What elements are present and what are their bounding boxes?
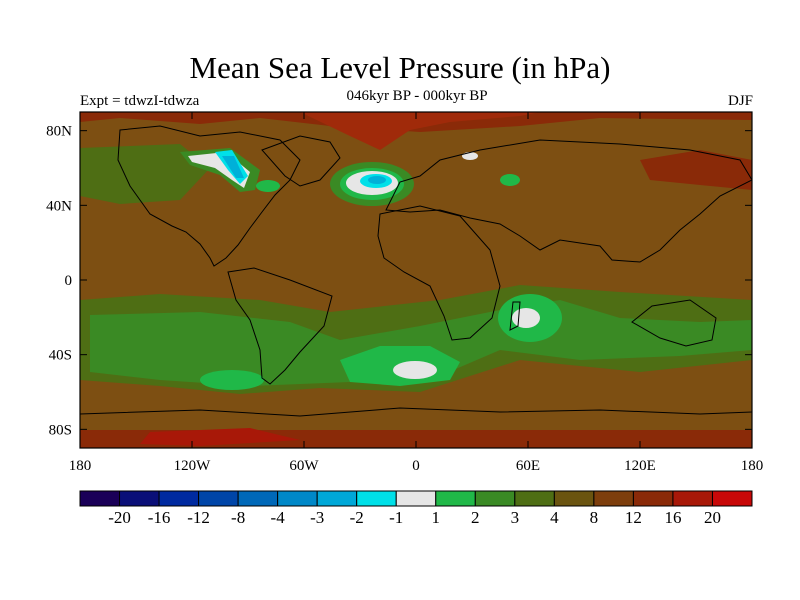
lon-tick-label: 0 — [412, 458, 420, 474]
season-label: DJF — [727, 93, 753, 109]
colorbar-label: -12 — [187, 508, 210, 527]
colorbar-label: -4 — [271, 508, 286, 527]
coastlines — [80, 125, 752, 417]
lat-tick-label: 40S — [49, 348, 72, 364]
colorbar-box — [237, 490, 279, 507]
south-pacific-low — [200, 370, 264, 390]
colorbar-box — [158, 490, 200, 507]
antarctica-coast — [80, 407, 752, 417]
colorbar-label: -2 — [350, 508, 364, 527]
lon-tick-label: 180 — [741, 458, 764, 474]
eurasia-coast — [385, 139, 752, 263]
colorbar-box — [79, 490, 121, 507]
colorbar-box — [356, 490, 397, 507]
colorbar-label: -3 — [310, 508, 324, 527]
south-atlantic-low — [393, 361, 437, 379]
colorbar-box — [514, 490, 555, 507]
colorbar-label: 3 — [511, 508, 520, 527]
colorbar-label: 20 — [704, 508, 721, 527]
north-atlantic-low-centre — [368, 176, 386, 184]
colorbar-box — [632, 490, 674, 507]
lat-tick-label: 0 — [65, 273, 73, 289]
antarctic-high — [140, 428, 300, 446]
colorbar-box — [435, 490, 476, 507]
lon-tick-label: 60E — [516, 458, 540, 474]
colorbar-box — [277, 490, 318, 507]
australia-coast — [631, 299, 717, 347]
colorbar-label: -20 — [108, 508, 131, 527]
lat-tick-label: 80N — [46, 124, 72, 140]
north-pacific-band — [80, 144, 210, 204]
arctic-high — [300, 112, 540, 150]
colorbar-label: 16 — [664, 508, 681, 527]
colorbar-label: -16 — [148, 508, 171, 527]
madagascar-coast — [509, 301, 521, 331]
latitude-axis: 80N 40N 0 40S 80S — [46, 124, 752, 438]
pressure-field — [80, 112, 752, 448]
colorbar-box — [711, 490, 753, 507]
colorbar-box — [119, 490, 160, 507]
colorbar-label: -8 — [231, 508, 245, 527]
lon-tick-label: 120E — [624, 458, 656, 474]
colorbar-box — [593, 490, 634, 507]
south-america-coast — [227, 267, 333, 385]
lon-tick-label: 60W — [289, 458, 319, 474]
colorbar-label: 8 — [590, 508, 599, 527]
southern-mid-band — [90, 300, 752, 386]
colorbar-label: 2 — [471, 508, 480, 527]
colorbar-box — [395, 490, 437, 507]
greenland-low-centre — [222, 156, 244, 178]
colorbar-label: -1 — [389, 508, 403, 527]
colorbar-box — [316, 490, 358, 507]
colorbar-box — [672, 490, 713, 507]
indian-ocean-low — [512, 308, 540, 328]
greenland-coast — [261, 135, 341, 187]
siberia-high — [640, 150, 752, 190]
chart-subtitle: 046kyr BP - 000kyr BP — [346, 88, 488, 104]
lat-tick-label: 40N — [46, 198, 72, 214]
chart-title: Mean Sea Level Pressure (in hPa) — [189, 50, 611, 85]
colorbar: -20 -16 -12 -8 -4 -3 -2 -1 1 2 3 4 8 12 16 20 — [79, 490, 753, 527]
hudson-patch — [256, 180, 280, 192]
colorbar-label: 1 — [432, 508, 441, 527]
lat-tick-label: 80S — [49, 422, 72, 438]
lon-tick-label: 120W — [174, 458, 212, 474]
experiment-label: Expt = tdwzI-tdwza — [80, 93, 200, 109]
colorbar-box — [553, 490, 595, 507]
colorbar-label: 4 — [550, 508, 559, 527]
lon-tick-label: 180 — [69, 458, 92, 474]
colorbar-label: 12 — [625, 508, 642, 527]
colorbar-box — [474, 490, 516, 507]
scandinavia-patch — [462, 152, 478, 160]
colorbar-box — [198, 490, 239, 507]
north-america-coast — [117, 125, 301, 267]
africa-coast — [377, 205, 501, 341]
longitude-axis: 180 120W 60W 0 60E 120E 180 — [69, 112, 764, 474]
eurasia-patch — [500, 174, 520, 186]
